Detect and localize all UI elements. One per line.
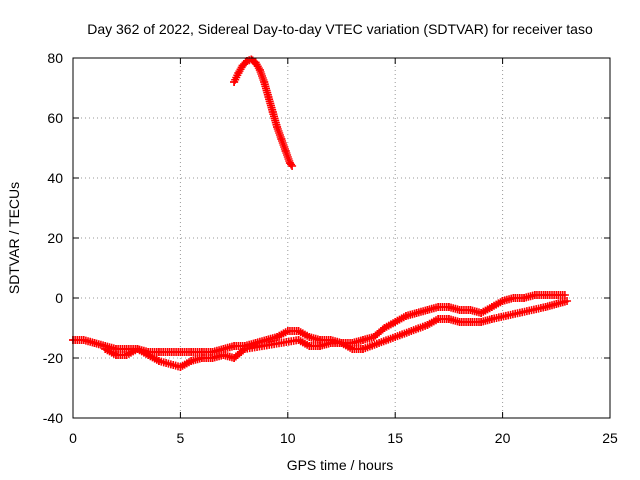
y-tick-label: -20 bbox=[43, 350, 63, 366]
data-point bbox=[154, 357, 163, 365]
data-point bbox=[294, 327, 303, 335]
data-point bbox=[234, 69, 243, 77]
data-point bbox=[273, 333, 282, 341]
data-point bbox=[401, 312, 410, 320]
data-point bbox=[412, 309, 421, 317]
x-tick-label: 5 bbox=[177, 430, 185, 446]
y-tick-label: -40 bbox=[43, 410, 63, 426]
grid bbox=[73, 58, 610, 418]
data-point bbox=[268, 108, 277, 116]
data-points bbox=[69, 55, 572, 371]
data-point bbox=[552, 300, 561, 308]
data-point bbox=[563, 297, 572, 305]
data-point bbox=[434, 303, 443, 311]
y-tick-label: 80 bbox=[47, 50, 63, 66]
data-point bbox=[283, 327, 292, 335]
y-tick-label: 20 bbox=[47, 230, 63, 246]
data-point bbox=[498, 297, 507, 305]
data-point bbox=[455, 318, 464, 326]
data-point bbox=[277, 135, 286, 143]
data-point bbox=[230, 78, 239, 86]
data-point bbox=[369, 333, 378, 341]
data-point bbox=[176, 363, 185, 371]
data-point bbox=[487, 303, 496, 311]
data-point bbox=[240, 345, 249, 353]
plus-marker bbox=[287, 160, 296, 169]
x-tick-label: 0 bbox=[69, 430, 77, 446]
series-high-arc bbox=[230, 55, 297, 170]
data-point bbox=[251, 339, 260, 347]
data-point bbox=[326, 339, 335, 347]
y-tick-label: 60 bbox=[47, 110, 63, 126]
data-point bbox=[264, 93, 273, 101]
data-point bbox=[208, 354, 217, 362]
data-point bbox=[348, 345, 357, 353]
plus-marker bbox=[239, 346, 248, 355]
data-point bbox=[281, 147, 290, 155]
data-point bbox=[197, 354, 206, 362]
x-tick-label: 15 bbox=[387, 430, 403, 446]
data-point bbox=[455, 306, 464, 314]
data-point bbox=[434, 315, 443, 323]
data-point bbox=[380, 324, 389, 332]
data-point bbox=[230, 354, 239, 362]
data-point bbox=[219, 351, 228, 359]
data-point bbox=[530, 291, 539, 299]
data-point bbox=[247, 55, 256, 64]
data-point bbox=[101, 345, 110, 353]
data-point bbox=[337, 339, 346, 347]
data-point bbox=[358, 345, 367, 353]
x-axis-label: GPS time / hours bbox=[287, 457, 394, 473]
data-point bbox=[466, 306, 475, 314]
data-point bbox=[477, 309, 486, 317]
x-tick-label: 20 bbox=[495, 430, 511, 446]
data-point bbox=[122, 351, 131, 359]
data-point bbox=[251, 58, 260, 67]
data-point bbox=[444, 315, 453, 323]
data-point bbox=[165, 348, 174, 356]
x-tick-label: 25 bbox=[602, 430, 618, 446]
data-point bbox=[238, 61, 247, 70]
x-tick-label: 10 bbox=[280, 430, 296, 446]
data-point bbox=[154, 348, 163, 356]
data-point bbox=[305, 342, 314, 350]
y-tick-label: 0 bbox=[55, 290, 63, 306]
data-point bbox=[466, 318, 475, 326]
data-point bbox=[316, 342, 325, 350]
data-point bbox=[255, 66, 264, 74]
data-point bbox=[176, 348, 185, 356]
y-axis-label: SDTVAR / TECUs bbox=[6, 182, 22, 294]
data-point bbox=[423, 306, 432, 314]
data-point bbox=[187, 348, 196, 356]
data-point bbox=[444, 303, 453, 311]
data-point bbox=[79, 336, 88, 344]
data-point bbox=[541, 303, 550, 311]
y-tick-label: 40 bbox=[47, 170, 63, 186]
data-point bbox=[358, 336, 367, 344]
data-point bbox=[111, 351, 120, 359]
data-point bbox=[509, 294, 518, 302]
data-point bbox=[541, 291, 550, 299]
series-lower-traces bbox=[101, 297, 572, 371]
data-point bbox=[391, 318, 400, 326]
data-point bbox=[144, 351, 153, 359]
data-point bbox=[133, 345, 142, 353]
data-point bbox=[288, 162, 297, 170]
axis-ticks: 0 5 10 15 20 25 -40 -20 0 20 40 60 80 bbox=[43, 50, 618, 446]
data-point bbox=[260, 78, 269, 86]
data-point bbox=[294, 336, 303, 344]
data-point bbox=[305, 333, 314, 341]
data-point bbox=[520, 294, 529, 302]
chart-title: Day 362 of 2022, Sidereal Day-to-day VTE… bbox=[87, 21, 593, 37]
data-point bbox=[423, 321, 432, 329]
data-point bbox=[552, 291, 561, 299]
data-point bbox=[477, 318, 486, 326]
data-point bbox=[487, 315, 496, 323]
data-point bbox=[90, 339, 99, 347]
data-point bbox=[273, 123, 282, 131]
data-point bbox=[187, 357, 196, 365]
data-point bbox=[230, 342, 239, 350]
